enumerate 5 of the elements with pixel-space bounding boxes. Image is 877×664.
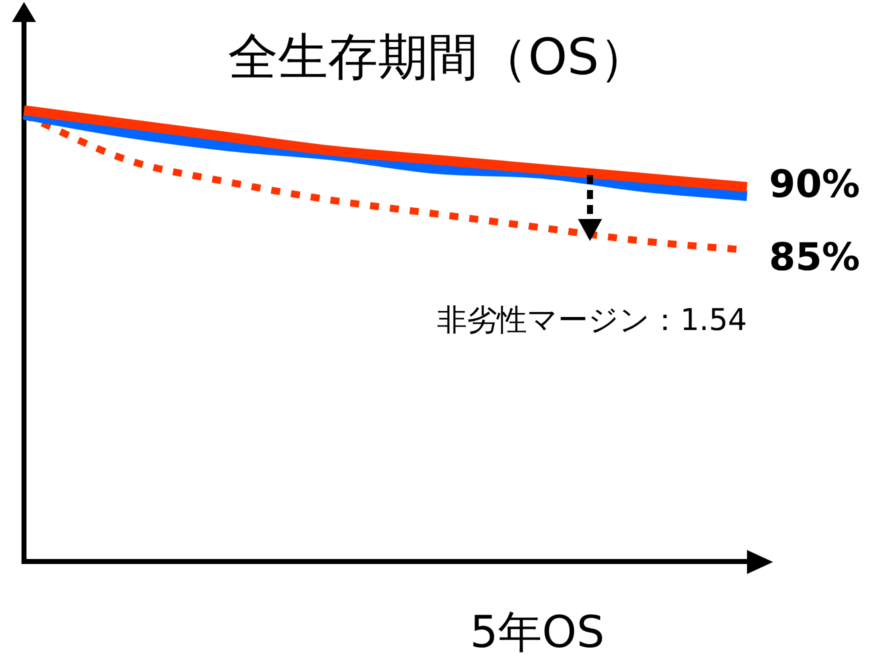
annotation: 非劣性マージン：1.54 <box>437 302 747 338</box>
x-axis-title: 5年OS <box>470 607 605 658</box>
text: 90% <box>769 162 860 206</box>
chart-title: 全生存期間（OS） <box>226 27 650 88</box>
text: 85% <box>769 235 860 280</box>
